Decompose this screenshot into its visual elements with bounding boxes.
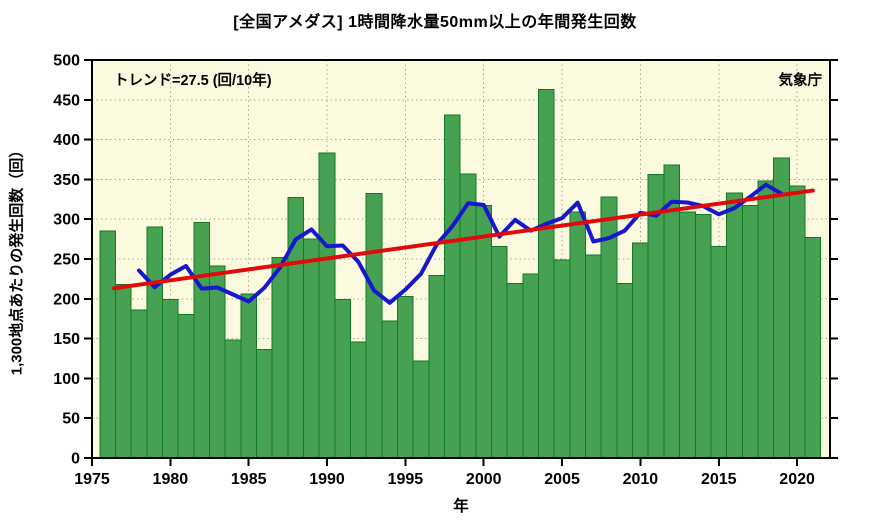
x-axis-label: 年 <box>453 498 469 515</box>
svg-text:100: 100 <box>53 371 80 388</box>
svg-text:1990: 1990 <box>309 471 345 488</box>
svg-text:2000: 2000 <box>466 471 502 488</box>
svg-text:2005: 2005 <box>544 471 580 488</box>
svg-text:150: 150 <box>53 331 80 348</box>
svg-text:0: 0 <box>71 451 80 468</box>
svg-text:250: 250 <box>53 252 80 269</box>
agency-label: 気象庁 <box>778 73 823 89</box>
svg-text:1995: 1995 <box>388 471 424 488</box>
svg-text:2020: 2020 <box>779 471 815 488</box>
svg-text:1985: 1985 <box>231 471 267 488</box>
svg-text:300: 300 <box>53 212 80 229</box>
svg-text:50: 50 <box>62 411 80 428</box>
svg-text:500: 500 <box>53 53 80 70</box>
svg-text:400: 400 <box>53 132 80 149</box>
svg-text:1980: 1980 <box>153 471 189 488</box>
trend-annotation: トレンド=27.5 (回/10年) <box>114 73 272 89</box>
y-axis-label: 1,300地点あたりの発生回数（回） <box>8 142 26 376</box>
svg-text:200: 200 <box>53 291 80 308</box>
svg-text:2010: 2010 <box>623 471 659 488</box>
svg-text:350: 350 <box>53 172 80 189</box>
svg-text:450: 450 <box>53 92 80 109</box>
svg-text:1975: 1975 <box>74 471 110 488</box>
svg-text:2015: 2015 <box>701 471 737 488</box>
chart-title: [全国アメダス] 1時間降水量50mm以上の年間発生回数 <box>233 14 637 31</box>
